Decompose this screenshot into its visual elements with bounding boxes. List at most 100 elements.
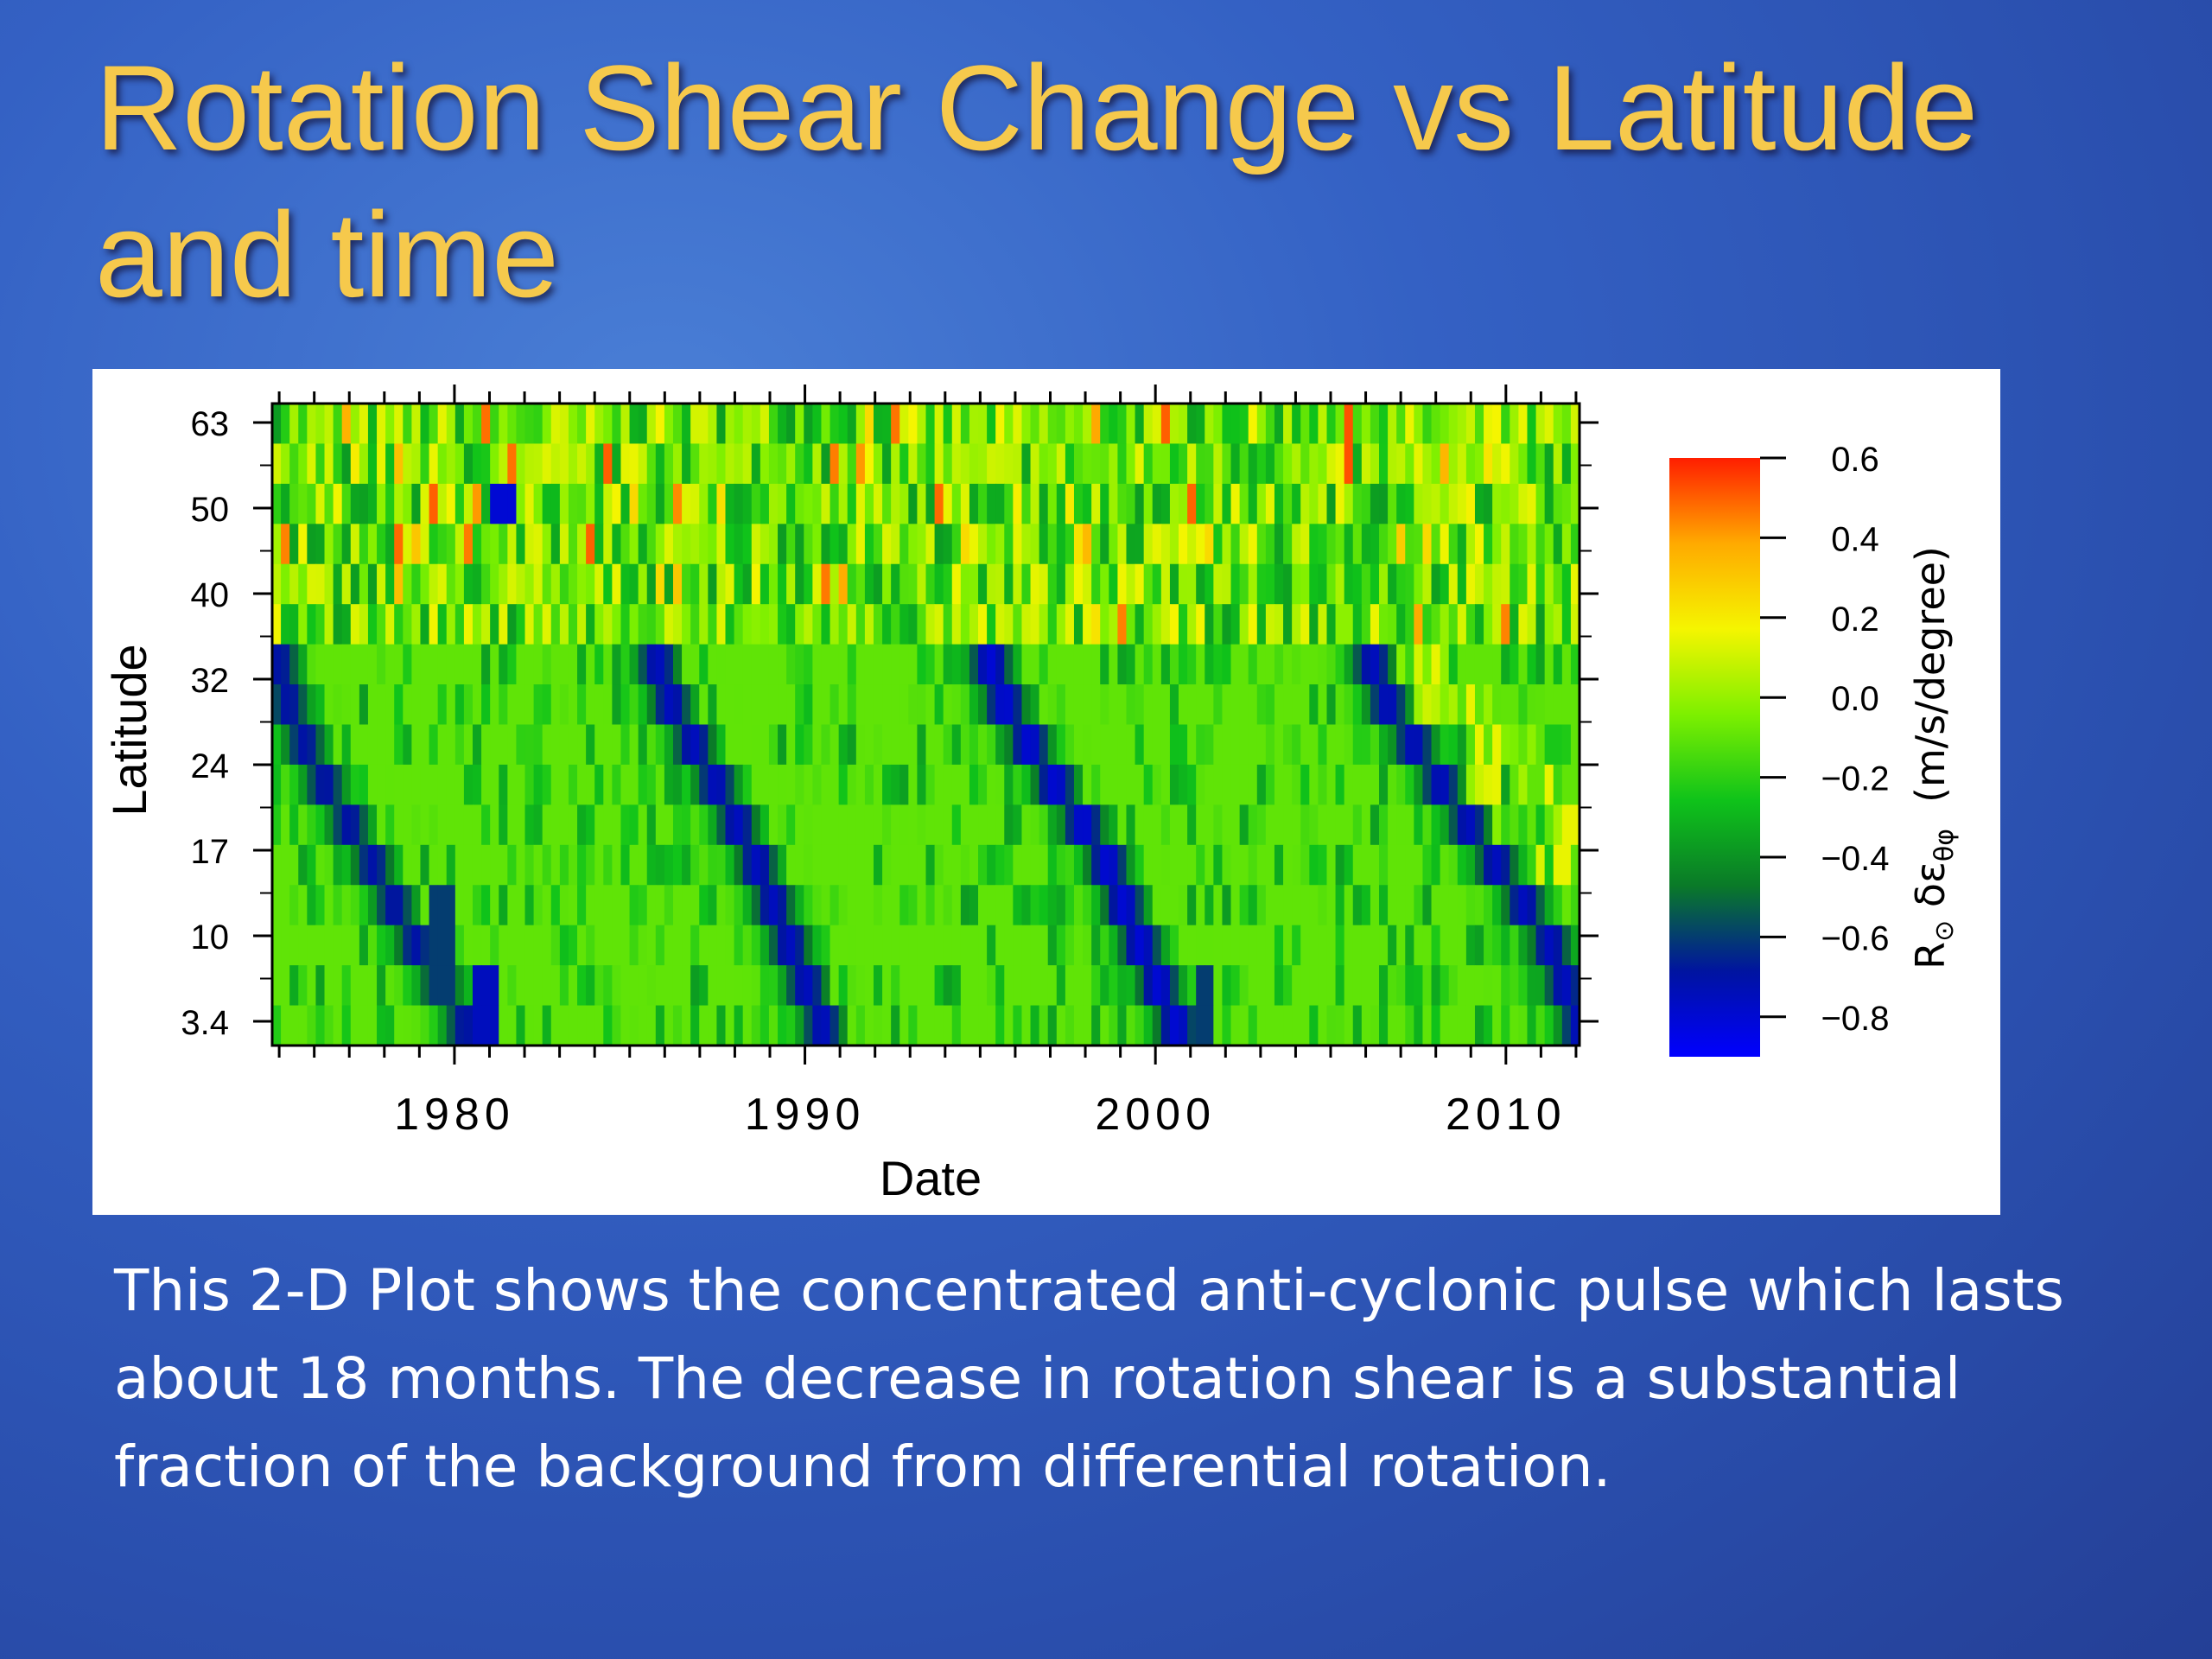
heatmap-cell: [1004, 604, 1014, 645]
heatmap-cell: [1205, 684, 1214, 726]
heatmap-cell: [533, 885, 543, 926]
heatmap-cell: [490, 644, 499, 685]
heatmap-cell: [760, 724, 770, 766]
heatmap-cell: [1073, 844, 1084, 886]
heatmap-cell: [594, 925, 604, 966]
heatmap-cell: [550, 483, 561, 524]
heatmap-cell: [1056, 443, 1066, 485]
heatmap-cell: [672, 965, 683, 1007]
heatmap-cell: [420, 483, 430, 524]
heatmap-cell: [1117, 885, 1128, 926]
heatmap-cell: [708, 764, 718, 805]
heatmap-cell: [463, 885, 474, 926]
heatmap-cell: [1152, 524, 1162, 565]
heatmap-cell: [812, 885, 823, 926]
heatmap-cell: [1553, 684, 1563, 726]
heatmap-cell: [403, 524, 412, 565]
heatmap-cell: [812, 443, 823, 485]
heatmap-cell: [1004, 563, 1014, 605]
heatmap-cell: [507, 443, 518, 485]
heatmap-cell: [1352, 1005, 1363, 1046]
heatmap-cell: [1283, 885, 1293, 926]
heatmap-cell: [1318, 925, 1328, 966]
heatmap-cell: [324, 684, 334, 726]
heatmap-cell: [804, 965, 813, 1007]
heatmap-cell: [1352, 724, 1363, 766]
heatmap-cell: [1083, 604, 1092, 645]
heatmap-cell: [350, 965, 360, 1007]
heatmap-cell: [891, 524, 900, 565]
heatmap-cell: [664, 404, 674, 445]
heatmap-cell: [751, 724, 761, 766]
heatmap-cell: [1152, 764, 1162, 805]
heatmap-cell: [559, 684, 569, 726]
heatmap-cell: [1283, 404, 1293, 445]
heatmap-cell: [655, 764, 665, 805]
heatmap-cell: [768, 764, 779, 805]
heatmap-cell: [1073, 764, 1084, 805]
heatmap-cell: [454, 524, 465, 565]
heatmap-cell: [995, 524, 1005, 565]
heatmap-cell: [341, 1005, 352, 1046]
heatmap-cell: [1256, 925, 1267, 966]
heatmap-cell: [1361, 844, 1371, 886]
colorbar-tick-label: −0.8: [1821, 1000, 1890, 1038]
heatmap-cell: [577, 844, 587, 886]
heatmap-cell: [542, 524, 552, 565]
heatmap-cell: [855, 604, 866, 645]
heatmap-cell: [499, 604, 508, 645]
heatmap-cell: [943, 563, 953, 605]
heatmap-cell: [298, 404, 308, 445]
heatmap-cell: [1083, 844, 1092, 886]
heatmap-cell: [1160, 724, 1171, 766]
heatmap-cell: [778, 404, 787, 445]
heatmap-cell: [638, 844, 648, 886]
heatmap-cell: [1117, 443, 1128, 485]
heatmap-cell: [481, 844, 491, 886]
heatmap-cell: [542, 404, 552, 445]
heatmap-cell: [1056, 483, 1066, 524]
heatmap-cell: [646, 965, 657, 1007]
heatmap-cell: [1187, 844, 1197, 886]
heatmap-cell: [725, 885, 735, 926]
heatmap-cell: [1396, 764, 1406, 805]
heatmap-cell: [960, 644, 970, 685]
heatmap-cell: [533, 524, 543, 565]
heatmap-cell: [359, 804, 369, 846]
heatmap-cell: [490, 524, 499, 565]
heatmap-cell: [1292, 804, 1301, 846]
heatmap-cell: [1352, 965, 1363, 1007]
heatmap-cell: [1440, 684, 1450, 726]
heatmap-cell: [682, 644, 691, 685]
heatmap-cell: [333, 644, 343, 685]
heatmap-cell: [1256, 764, 1267, 805]
heatmap-cell: [1492, 604, 1502, 645]
heatmap-cell: [1004, 925, 1014, 966]
heatmap-cell: [847, 524, 857, 565]
heatmap-cell: [1379, 404, 1389, 445]
heatmap-cell: [812, 524, 823, 565]
heatmap-cell: [1083, 644, 1092, 685]
heatmap-cell: [454, 483, 465, 524]
heatmap-cell: [987, 724, 996, 766]
heatmap-cell: [1196, 965, 1205, 1007]
heatmap-cell: [289, 524, 299, 565]
heatmap-cell: [1135, 724, 1145, 766]
heatmap-cell: [1335, 684, 1345, 726]
heatmap-cell: [1239, 684, 1249, 726]
heatmap-cell: [1484, 563, 1493, 605]
heatmap-cell: [499, 644, 508, 685]
heatmap-cell: [830, 483, 840, 524]
heatmap-cell: [281, 1005, 290, 1046]
heatmap-cell: [1265, 524, 1275, 565]
heatmap-cell: [873, 404, 883, 445]
heatmap-cell: [1553, 563, 1563, 605]
heatmap-cell: [768, 604, 779, 645]
heatmap-cell: [1422, 925, 1433, 966]
heatmap-cell: [1326, 604, 1337, 645]
heatmap-cell: [786, 925, 796, 966]
heatmap-cell: [1169, 404, 1179, 445]
heatmap-cell: [1510, 804, 1519, 846]
heatmap-cell: [1056, 965, 1066, 1007]
heatmap-cell: [1300, 844, 1310, 886]
